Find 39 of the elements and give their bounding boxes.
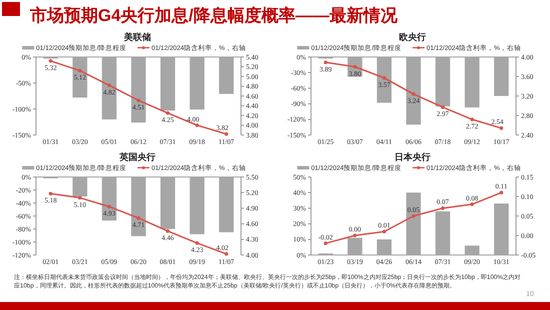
chart-title: 美联储 bbox=[123, 32, 151, 42]
point bbox=[224, 252, 228, 256]
point bbox=[324, 60, 328, 64]
point bbox=[195, 241, 199, 245]
point bbox=[48, 59, 52, 63]
chart-title: 日本央行 bbox=[394, 152, 430, 162]
point bbox=[412, 214, 416, 218]
chart-title: 英国央行 bbox=[118, 152, 156, 162]
point bbox=[195, 123, 199, 128]
point bbox=[412, 92, 416, 96]
point bbox=[440, 105, 445, 110]
text: 市场预期G4央行加息/降息幅度概率——最新情况 bbox=[29, 6, 398, 25]
point bbox=[382, 230, 386, 234]
bar bbox=[376, 239, 392, 255]
point bbox=[324, 242, 328, 246]
point bbox=[224, 132, 228, 136]
point bbox=[470, 118, 474, 122]
point bbox=[500, 190, 504, 194]
point bbox=[48, 192, 52, 196]
point bbox=[382, 76, 386, 80]
point bbox=[78, 196, 82, 200]
chart-title: 欧央行 bbox=[399, 32, 426, 42]
bar bbox=[348, 238, 362, 255]
point bbox=[78, 68, 82, 72]
point bbox=[136, 216, 140, 220]
point bbox=[470, 202, 474, 206]
bar bbox=[494, 204, 509, 255]
point bbox=[107, 204, 112, 208]
point bbox=[353, 64, 357, 69]
point bbox=[500, 126, 504, 130]
point bbox=[166, 229, 170, 233]
point bbox=[440, 206, 445, 210]
bar bbox=[464, 246, 480, 255]
point bbox=[166, 111, 170, 115]
point bbox=[136, 98, 140, 102]
point bbox=[353, 234, 357, 238]
point bbox=[107, 83, 112, 88]
bar bbox=[406, 192, 421, 255]
bar bbox=[435, 211, 450, 255]
